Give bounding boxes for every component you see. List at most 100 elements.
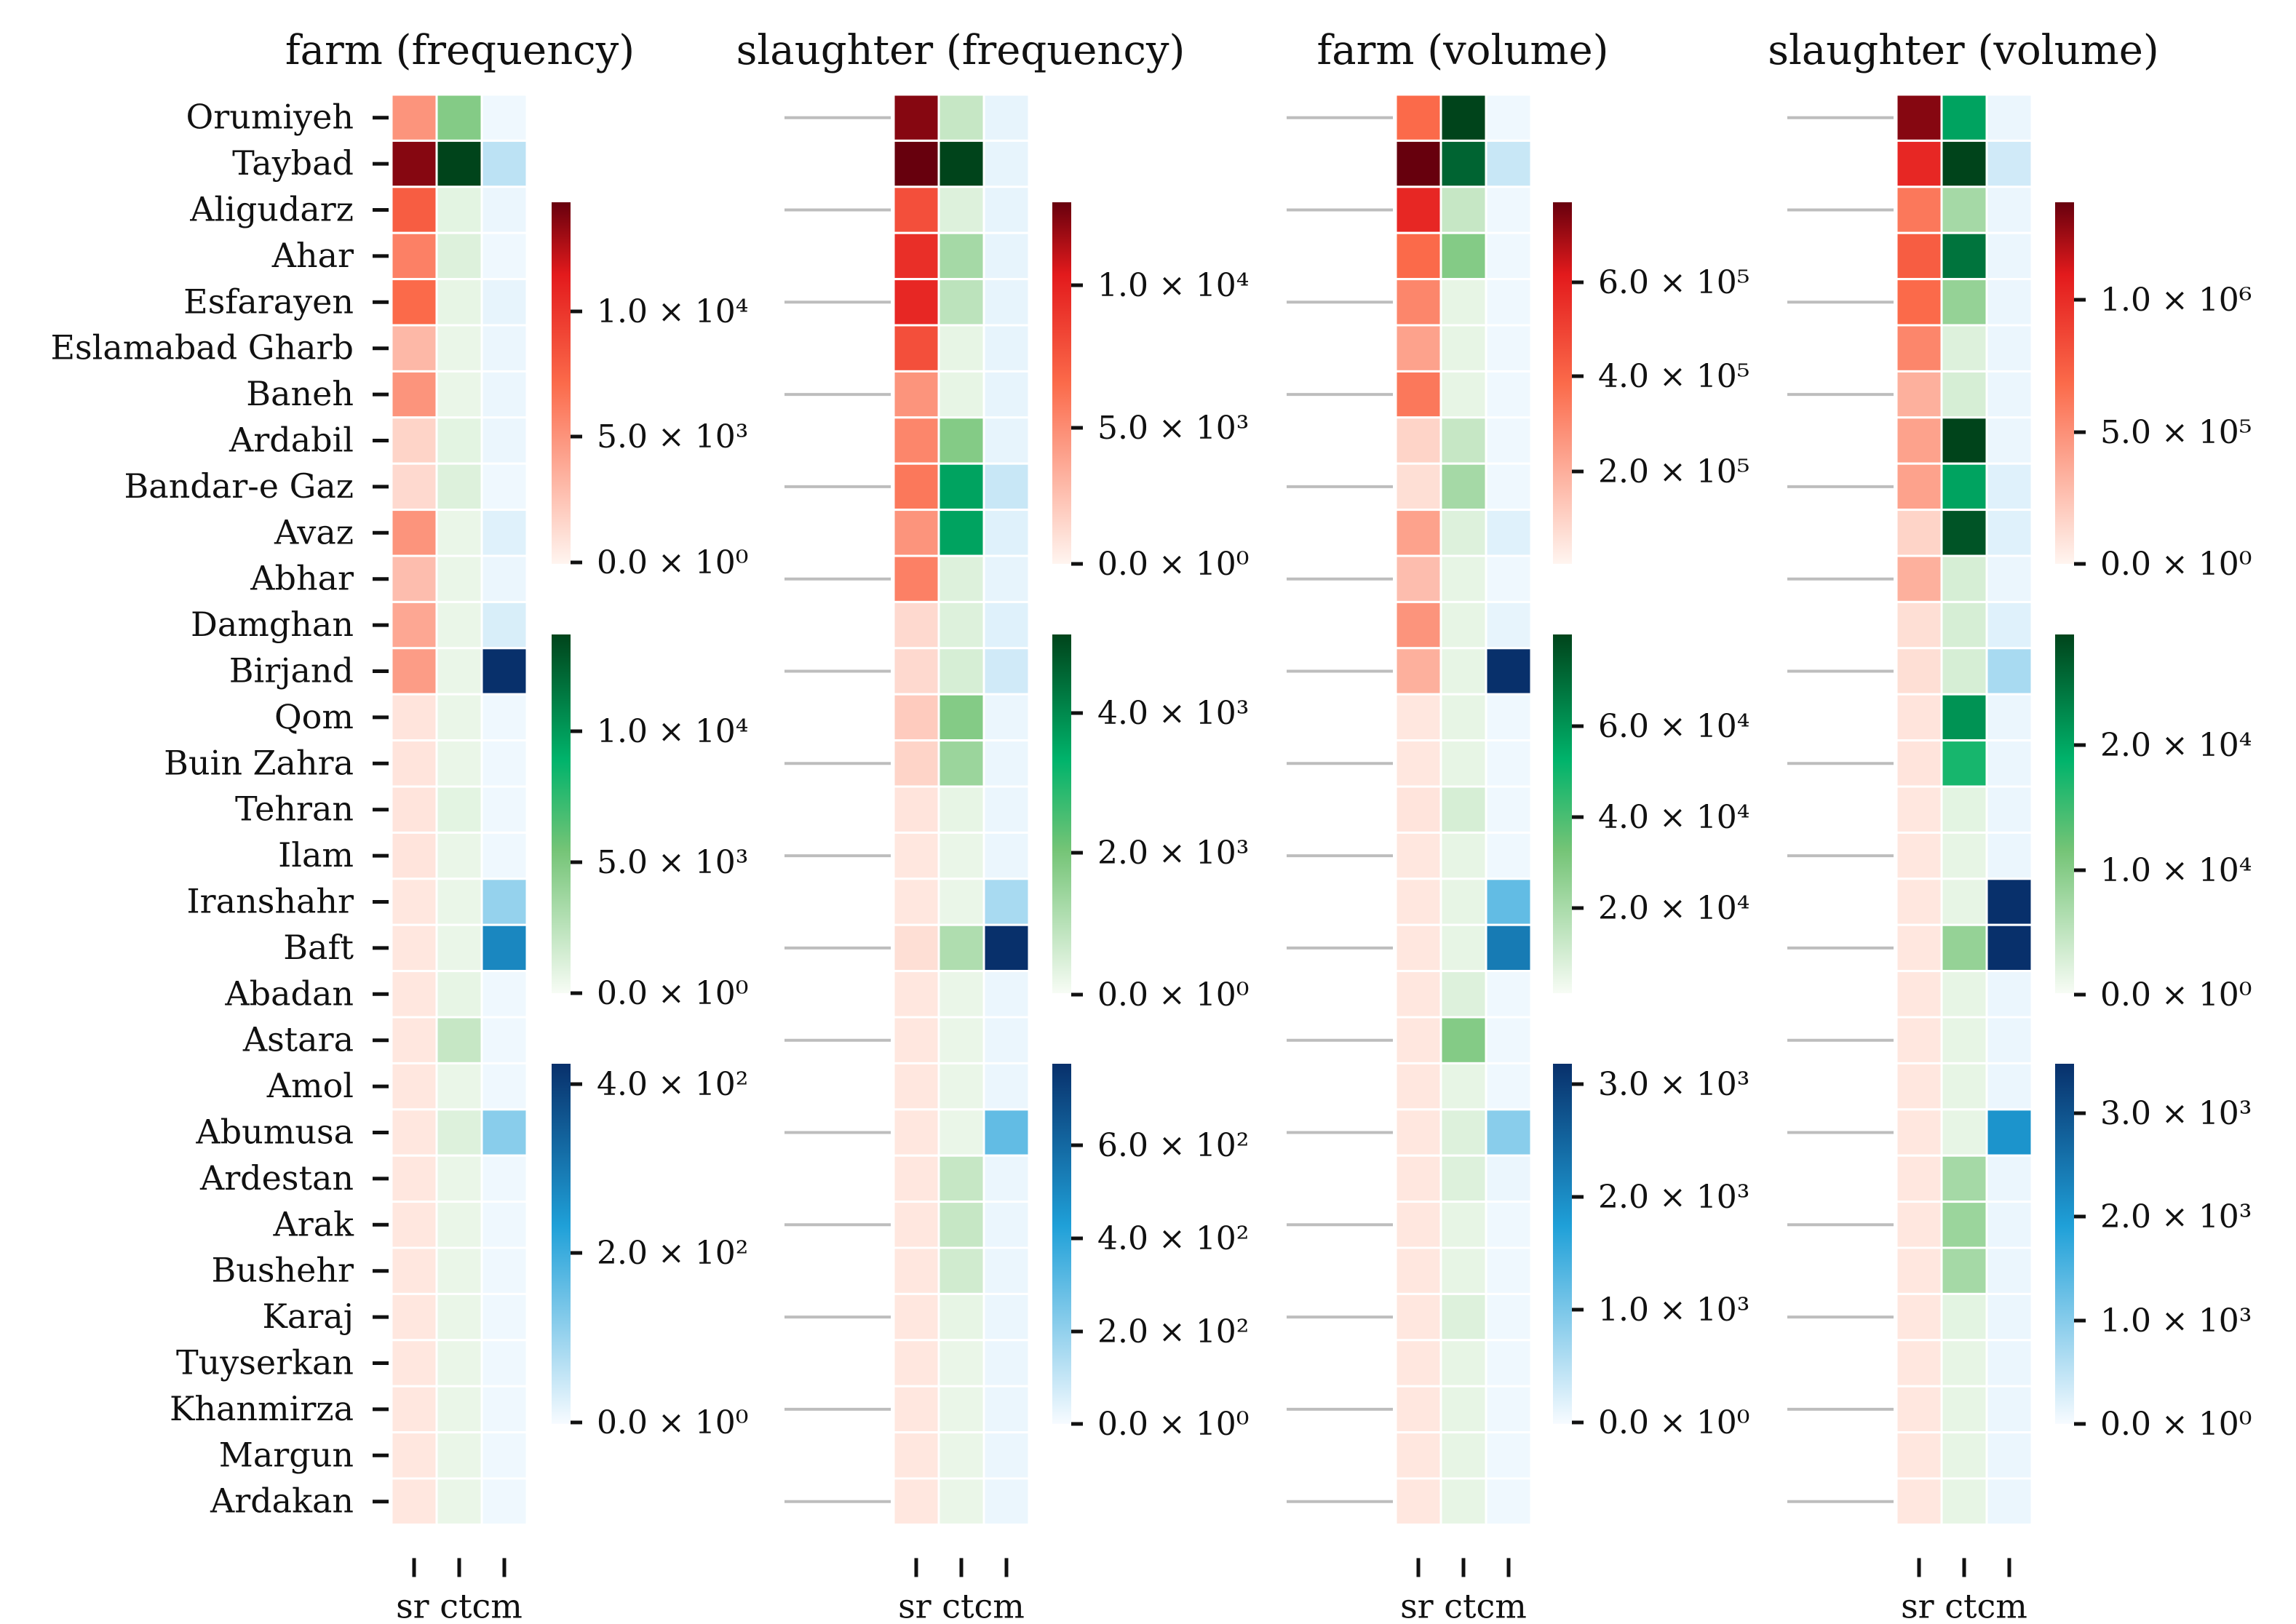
heatmap-cell [892,831,940,880]
panel-2: slaughter (frequency) sr ctcm 0.0 × 10⁰ 5.0… [736,27,1250,1624]
heatmap-cell [390,231,438,281]
panel-title: slaughter (volume) [1768,27,2159,74]
colorbar-sr [2055,202,2074,564]
heatmap-cell [480,462,528,512]
colorbar-tick-label: 5.0 × 10⁵ [2100,414,2252,451]
heatmap-cell [390,693,438,742]
heatmap-cell [1439,1201,1487,1249]
heatmap-cell [937,1292,985,1342]
row-label: Ardestan [199,1158,354,1198]
heatmap-cell [1439,877,1487,926]
heatmap-cell [982,416,1030,465]
heatmap-cell [892,877,940,926]
colorbar-cm [1553,1064,1572,1424]
heatmap-cell [892,1154,940,1203]
heatmap-cell [1485,1154,1533,1203]
heatmap-cell [1895,1201,1943,1249]
heatmap-cell [892,600,940,650]
colorbar-tick-label: 0.0 × 10⁰ [1598,1404,1749,1441]
heatmap-cell [1895,1062,1943,1111]
heatmap-cell [1940,509,1988,557]
heatmap-cell [1439,416,1487,465]
heatmap-cell [1985,1016,2033,1064]
heatmap-cell [892,1477,940,1526]
heatmap-cell [390,1108,438,1157]
heatmap-cell [1439,370,1487,419]
heatmap-cell [1439,1062,1487,1111]
heatmap-cell [1895,1016,1943,1064]
heatmap-cell [435,231,483,281]
heatmap-cell [937,370,985,419]
heatmap-cell [480,554,528,603]
heatmap-cell [1394,370,1442,419]
heatmap-cell [937,186,985,234]
heatmap-cell [435,139,483,188]
heatmap-cell [1439,1339,1487,1388]
heatmap-cell [1485,831,1533,880]
heatmap-cell [1485,1016,1533,1064]
heatmap-cell [1485,1062,1533,1111]
colorbar-sr [1052,202,1071,564]
row-label: Margun [219,1435,354,1474]
heatmap-cell [1439,600,1487,650]
heatmap-cell [1985,1339,2033,1388]
heatmap-cell [1940,600,1988,650]
heatmap-cell [480,278,528,327]
row-label: Avaz [274,512,354,552]
row-label: Ardabil [229,421,354,460]
heatmap-cell [435,1108,483,1157]
heatmap-cell [1485,877,1533,926]
heatmap-cell [937,554,985,603]
heatmap-cell [1985,554,2033,603]
heatmap-cell [1439,1246,1487,1295]
colorbar-tick-label: 6.0 × 10² [1097,1127,1249,1164]
colorbar-tick-label: 1.0 × 10⁶ [2100,282,2252,319]
heatmap-cell [1394,600,1442,650]
heatmap-cell [435,416,483,465]
heatmap-cell [1895,877,1943,926]
colorbar-tick-label: 2.0 × 10³ [2100,1198,2252,1235]
heatmap-cell [937,647,985,696]
colorbar-tick-label: 4.0 × 10² [1097,1220,1249,1257]
heatmap-cell [1985,324,2033,373]
heatmap-cell [1985,1431,2033,1480]
heatmap-cell [1895,1431,1943,1480]
heatmap-cell [1439,231,1487,281]
heatmap-cell [1485,509,1533,557]
heatmap-cell [1895,923,1943,973]
heatmap-cell [390,1246,438,1295]
heatmap-cell [892,1062,940,1111]
colorbar-tick-label: 2.0 × 10² [597,1235,748,1272]
row-label: Birjand [229,651,354,690]
heatmap-cell [1394,831,1442,880]
colorbar-ct [1553,634,1572,993]
heatmap-cell [1485,1201,1533,1249]
heatmap-cell [892,1108,940,1157]
heatmap-cell [1940,231,1988,281]
heatmap-cell [1940,693,1988,742]
heatmap-cell [982,1201,1030,1249]
heatmap-cell [1985,93,2033,142]
heatmap-cell [480,1292,528,1342]
heatmap-cell [1940,877,1988,926]
heatmap-cell [1485,1431,1533,1480]
colorbar-tick-label: 2.0 × 10⁴ [2100,727,2252,764]
colorbar-tick-label: 1.0 × 10⁴ [597,713,748,750]
heatmap-cell [982,1477,1030,1526]
heatmap-cell [1439,647,1487,696]
heatmap-cell [982,647,1030,696]
heatmap-cell [1394,647,1442,696]
heatmap-cell [480,186,528,234]
heatmap-cell [1485,554,1533,603]
colorbar-tick-label: 0.0 × 10⁰ [2100,1406,2252,1443]
colorbar-tick-label: 4.0 × 10² [597,1066,748,1103]
heatmap-cell [1940,1201,1988,1249]
row-label: Abhar [250,559,354,598]
heatmap-cell [937,1431,985,1480]
heatmap-cell [390,416,438,465]
heatmap-cell [480,600,528,650]
heatmap-cell [435,923,483,973]
heatmap-cell [1985,739,2033,788]
heatmap-cell [480,1154,528,1203]
heatmap-cell [892,370,940,419]
